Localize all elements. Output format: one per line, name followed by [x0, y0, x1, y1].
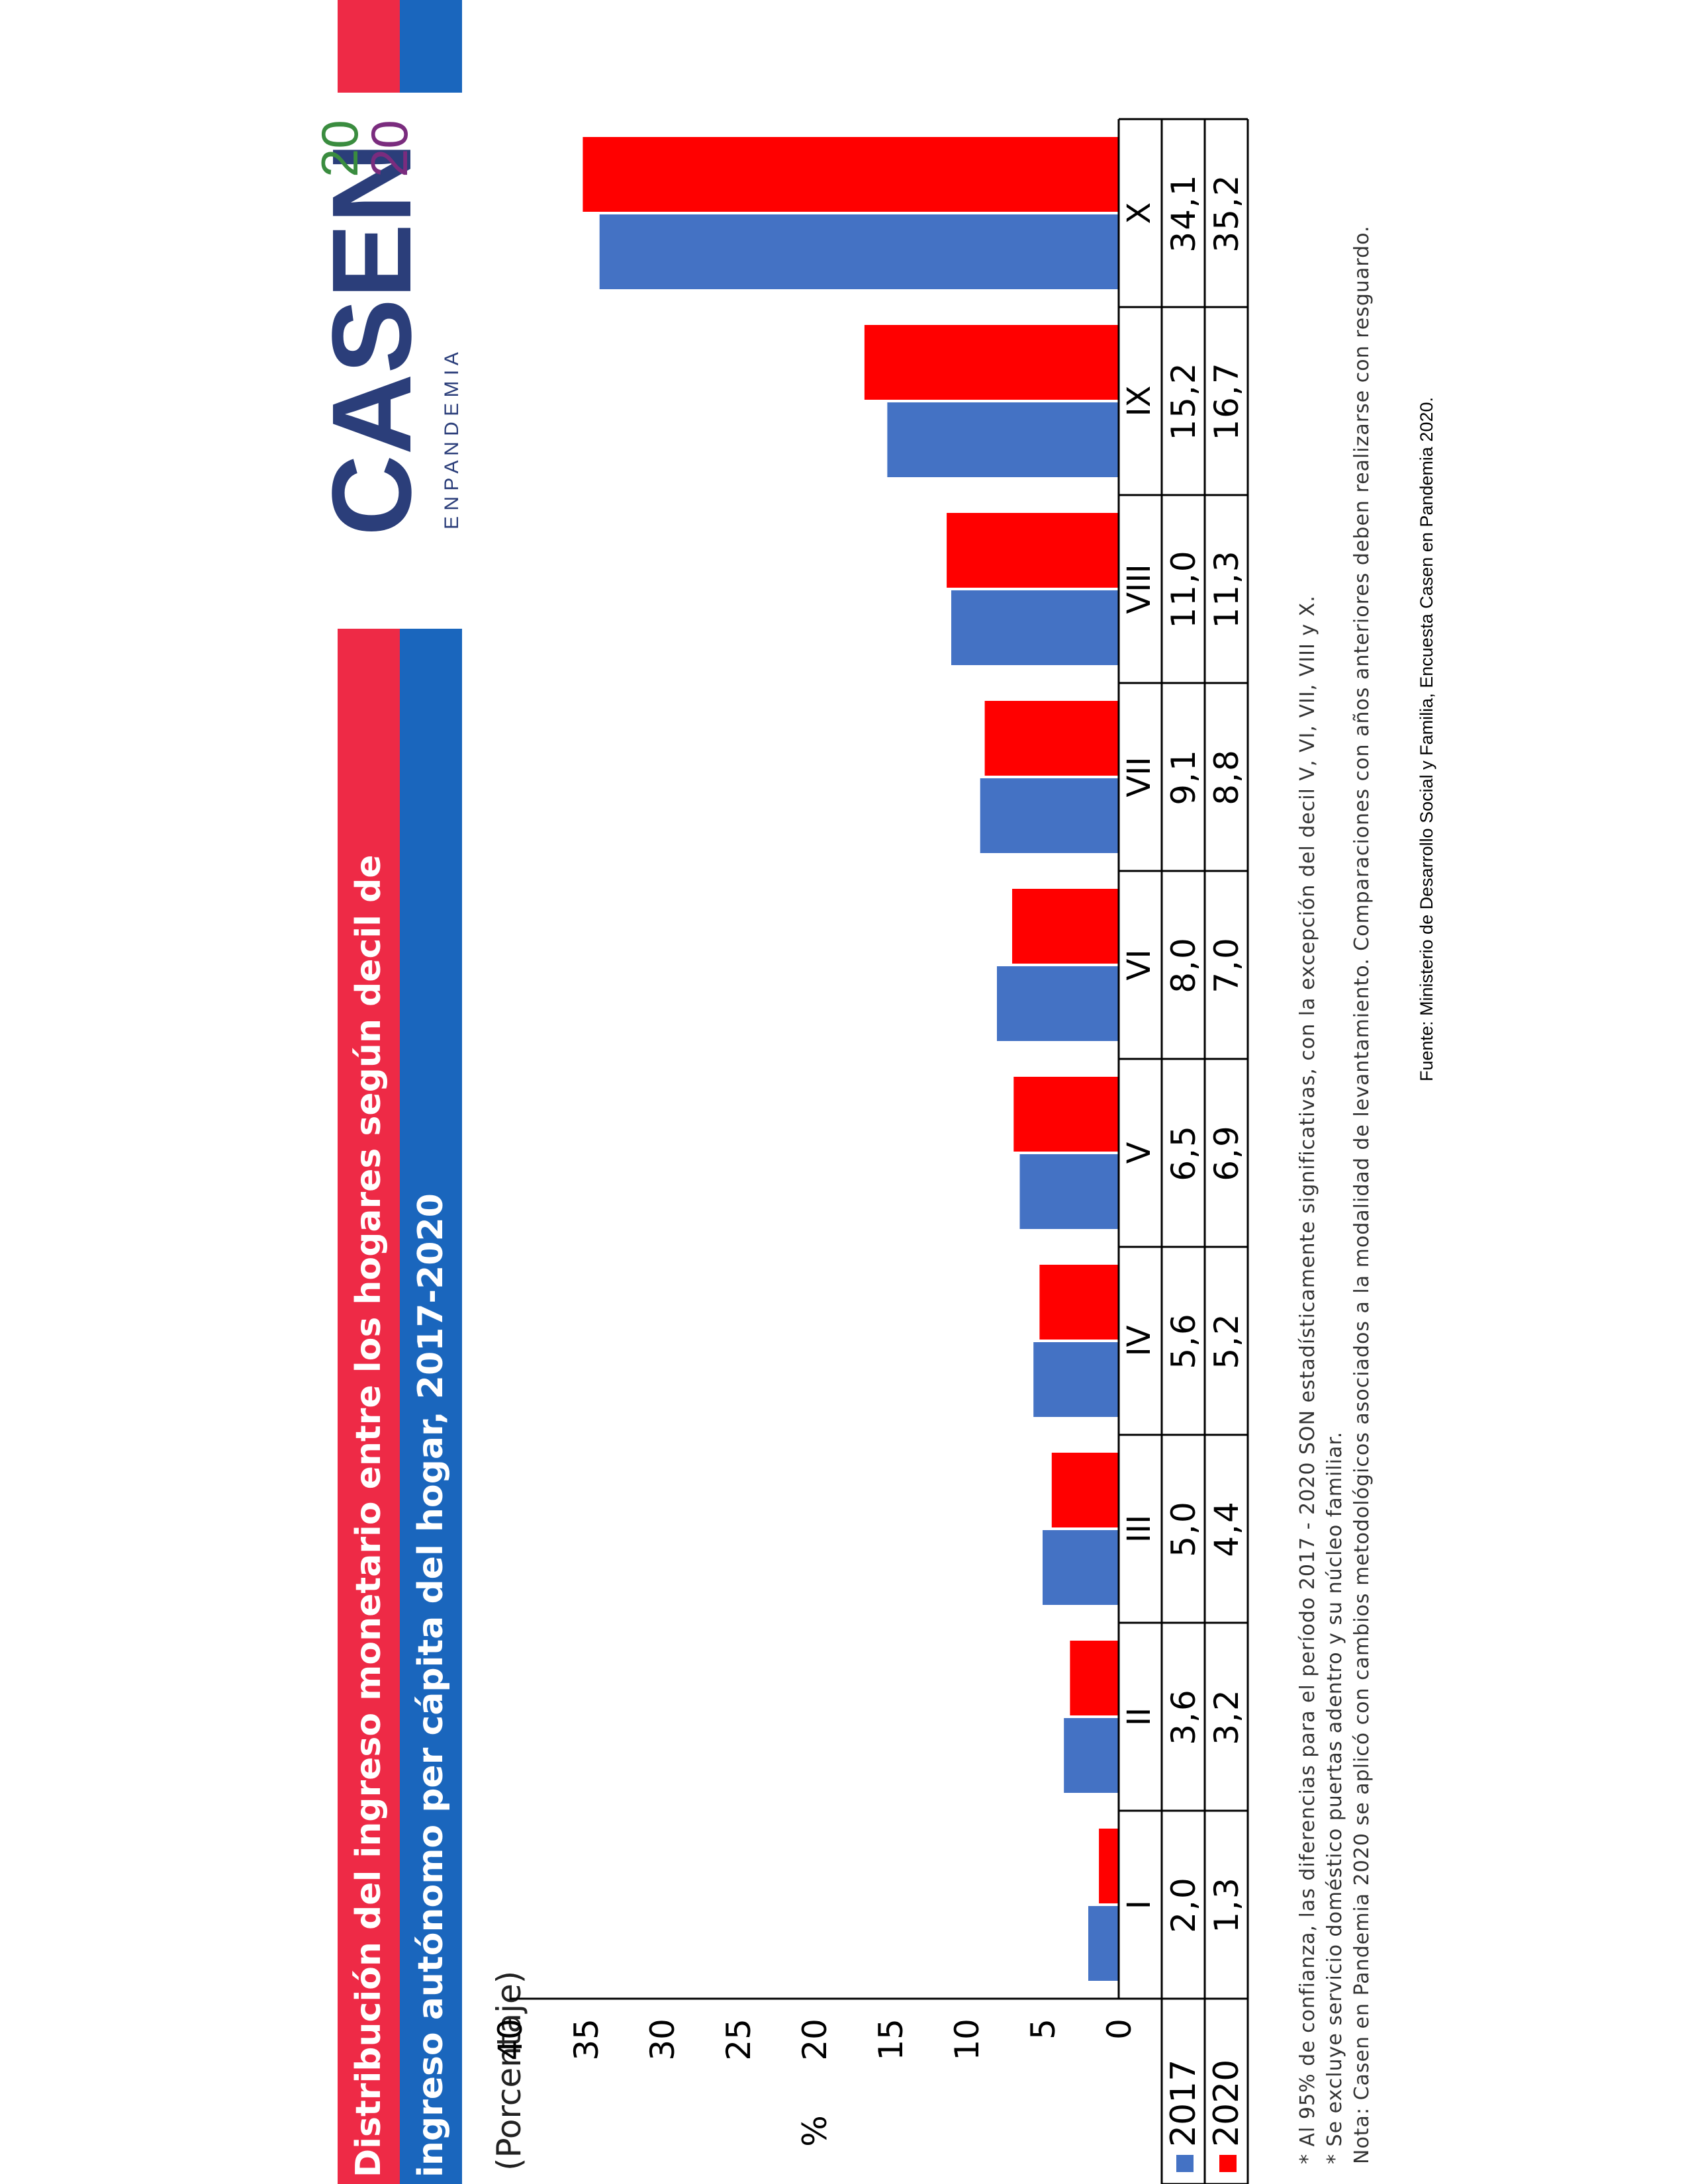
data-label-2017: 15,2 [1164, 361, 1203, 440]
bar-2017-VII [980, 778, 1119, 853]
category-label: IX [1121, 385, 1158, 416]
data-label-2020: 6,9 [1207, 1124, 1246, 1181]
bar-2017-VI [997, 966, 1119, 1041]
data-label-2017: 2,0 [1164, 1876, 1203, 1933]
casen-pandemia-logo: CASEN 20 20 E N P A N D E M I A [311, 120, 463, 536]
y-tick-label: 40 [491, 2019, 530, 2061]
category-label: V [1121, 1142, 1158, 1163]
bar-2017-III [1043, 1530, 1119, 1605]
data-label-2020: 8,8 [1207, 749, 1246, 805]
bar-2020-IV [1039, 1265, 1119, 1340]
y-tick-label: 10 [948, 2019, 986, 2061]
data-label-2020: 4,4 [1207, 1500, 1246, 1557]
category-label: X [1121, 203, 1158, 224]
data-label-2017: 5,0 [1164, 1500, 1203, 1557]
data-label-2020: 1,3 [1207, 1876, 1246, 1933]
legend-swatch-2020 [1219, 2155, 1237, 2172]
footnote-2: * Se excluye servicio doméstico puertas … [1323, 1431, 1346, 2164]
bar-2017-IV [1033, 1342, 1119, 1417]
data-label-2017: 34,1 [1164, 173, 1203, 252]
y-axis-label: % [796, 2115, 834, 2147]
y-tick-label: 25 [720, 2019, 758, 2061]
data-label-2020: 11,3 [1207, 549, 1246, 628]
bar-2017-II [1064, 1718, 1119, 1793]
category-label: VI [1121, 950, 1158, 981]
source-note: Fuente: Ministerio de Desarrollo Social … [1417, 397, 1436, 1082]
category-label: VIII [1121, 564, 1158, 614]
category-label: II [1121, 1707, 1158, 1726]
category-label: III [1121, 1515, 1158, 1543]
bar-2020-VI [1012, 889, 1119, 964]
logo-tagline: E N P A N D E M I A [441, 352, 463, 529]
footnote-3: Nota: Casen en Pandemia 2020 se aplicó c… [1350, 225, 1374, 2164]
data-label-2017: 3,6 [1164, 1688, 1203, 1745]
y-tick-label: 20 [796, 2019, 834, 2061]
data-label-2020: 16,7 [1207, 361, 1246, 440]
bar-2020-I [1099, 1829, 1119, 1903]
category-label: IV [1121, 1325, 1158, 1356]
bar-2020-X [583, 137, 1119, 212]
bar-2017-V [1019, 1154, 1119, 1229]
logo-year-top: 20 [311, 120, 369, 177]
data-label-2017: 5,6 [1164, 1312, 1203, 1369]
y-tick-label: 35 [567, 2019, 606, 2061]
y-tick-label: 30 [643, 2019, 682, 2061]
data-label-2020: 5,2 [1207, 1312, 1246, 1369]
bar-2020-V [1013, 1077, 1119, 1152]
bar-2017-I [1088, 1906, 1119, 1981]
legend-label: 2017 [1164, 2060, 1203, 2147]
bar-2020-VIII [947, 513, 1119, 588]
bar-2020-VII [984, 701, 1119, 776]
y-tick-label: 5 [1024, 2019, 1062, 2040]
y-tick-label: 0 [1100, 2019, 1139, 2040]
legend-label: 2020 [1207, 2060, 1246, 2147]
bar-2020-IX [864, 325, 1119, 400]
category-label: I [1121, 1900, 1158, 1909]
category-label: VII [1121, 756, 1158, 797]
legend-swatch-2017 [1176, 2155, 1194, 2172]
footnote-1: * Al 95% de confianza, las diferencias p… [1296, 595, 1319, 2164]
data-label-2017: 11,0 [1164, 549, 1203, 628]
footnotes: * Al 95% de confianza, las diferencias p… [1294, 146, 1376, 2164]
bar-2020-II [1070, 1641, 1119, 1715]
y-tick-label: 15 [872, 2019, 910, 2061]
data-label-2020: 3,2 [1207, 1688, 1246, 1745]
logo-year-bottom: 20 [360, 120, 418, 177]
bar-2020-III [1051, 1453, 1119, 1527]
bar-2017-IX [887, 402, 1119, 477]
logo-word: CASEN [311, 142, 435, 536]
data-label-2020: 7,0 [1207, 936, 1246, 993]
data-label-2017: 8,0 [1164, 936, 1203, 993]
data-label-2020: 35,2 [1207, 173, 1246, 252]
bar-2017-X [599, 214, 1119, 289]
data-label-2017: 9,1 [1164, 749, 1203, 805]
bar-2017-VIII [951, 590, 1119, 665]
data-label-2017: 6,5 [1164, 1124, 1203, 1181]
